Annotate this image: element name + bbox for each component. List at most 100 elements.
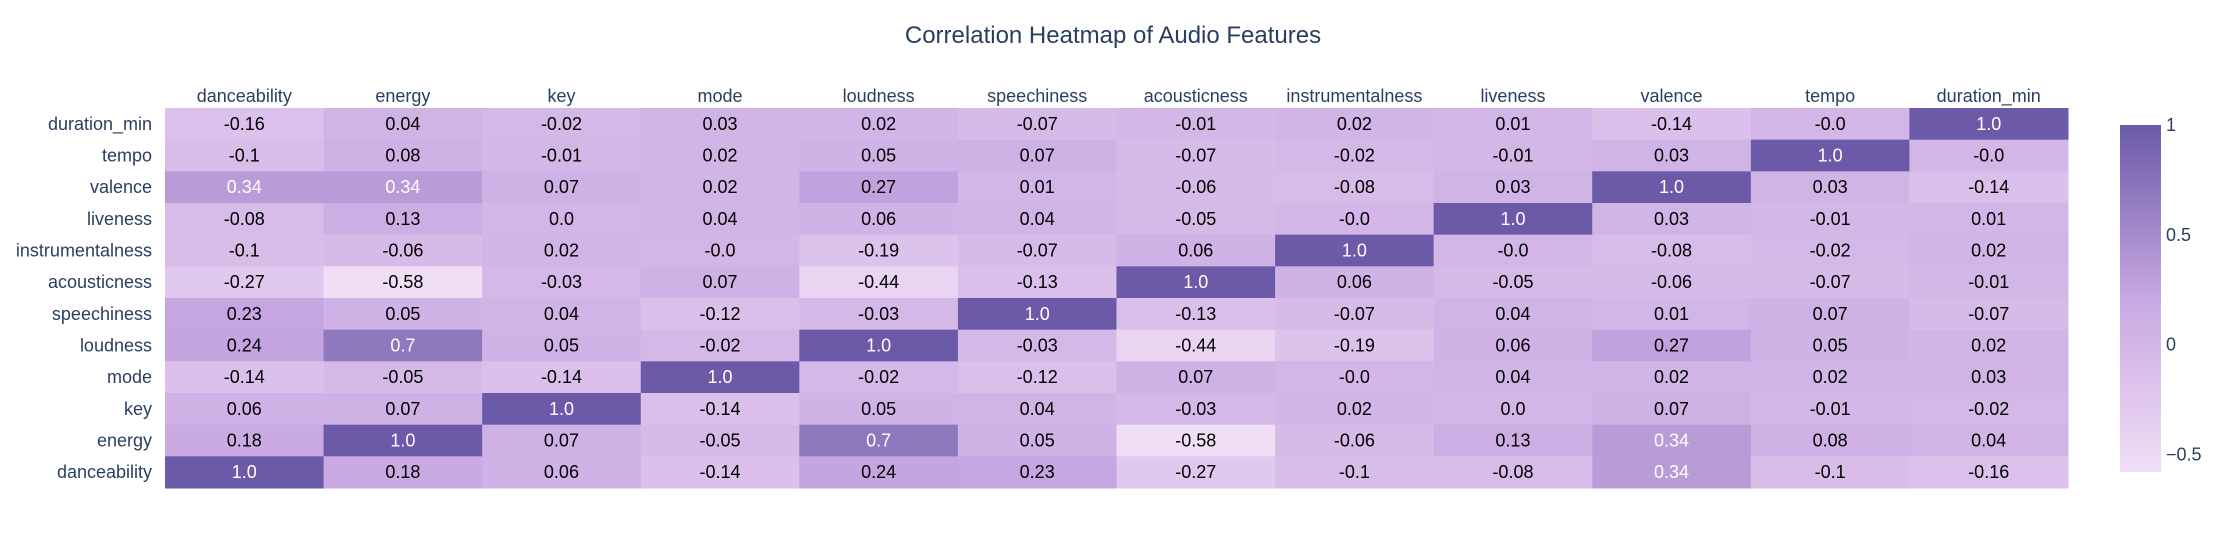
heatmap-cell bbox=[323, 424, 483, 457]
cell-value-label: -0.1 bbox=[1815, 462, 1846, 482]
heatmap-cell bbox=[799, 234, 959, 267]
cell-value-label: -0.13 bbox=[1175, 304, 1216, 324]
colorbar-tick-label: 0.5 bbox=[2166, 225, 2191, 245]
cell-value-label: 1.0 bbox=[549, 399, 574, 419]
cell-value-label: -0.0 bbox=[1339, 367, 1370, 387]
heatmap-cells: -0.16 0.04 -0.02 0.03 0.02 -0.07 -0.01 0.02 0.01… bbox=[165, 108, 2069, 489]
cell-value-label: -0.14 bbox=[700, 399, 741, 419]
cell-value-label: 0.02 bbox=[1337, 114, 1372, 134]
heatmap-cell bbox=[640, 234, 800, 267]
heatmap-cell bbox=[1750, 234, 1910, 267]
heatmap-cell bbox=[482, 139, 642, 172]
heatmap-cell bbox=[1592, 456, 1752, 489]
cell-value-label: -0.16 bbox=[224, 114, 265, 134]
heatmap-cell bbox=[1909, 424, 2069, 457]
cell-value-label: 0.05 bbox=[385, 304, 420, 324]
cell-value-label: 0.23 bbox=[1020, 462, 1055, 482]
cell-value-label: -0.05 bbox=[1492, 272, 1533, 292]
heatmap-cell bbox=[165, 361, 325, 394]
heatmap-cell bbox=[640, 266, 800, 299]
cell-value-label: 1.0 bbox=[1025, 304, 1050, 324]
colorbar: 1 0.5 0 −0.5 bbox=[2120, 115, 2202, 472]
cell-value-label: 0.06 bbox=[544, 462, 579, 482]
cell-value-label: 0.07 bbox=[1813, 304, 1848, 324]
colorbar-ticks: 1 0.5 0 −0.5 bbox=[2166, 115, 2202, 464]
cell-value-label: 0.05 bbox=[861, 146, 896, 166]
cell-value-label: -0.08 bbox=[1651, 241, 1692, 261]
heatmap-cell bbox=[1909, 456, 2069, 489]
cell-value-label: 0.02 bbox=[1337, 399, 1372, 419]
cell-value-label: -0.05 bbox=[1175, 209, 1216, 229]
cell-value-label: -0.58 bbox=[382, 272, 423, 292]
cell-value-label: -0.14 bbox=[1651, 114, 1692, 134]
heatmap-cell bbox=[957, 171, 1117, 204]
heatmap-cell bbox=[640, 329, 800, 362]
cell-value-label: 0.27 bbox=[861, 177, 896, 197]
heatmap-cell bbox=[640, 361, 800, 394]
heatmap-cell bbox=[640, 393, 800, 426]
cell-value-label: -0.1 bbox=[1339, 462, 1370, 482]
heatmap-cell bbox=[482, 108, 642, 141]
x-tick-label: danceability bbox=[197, 86, 292, 106]
cell-value-label: 0.23 bbox=[227, 304, 262, 324]
cell-value-label: 0.06 bbox=[1337, 272, 1372, 292]
cell-value-label: -0.14 bbox=[1968, 177, 2009, 197]
cell-value-label: -0.16 bbox=[1968, 462, 2009, 482]
heatmap-cell bbox=[957, 266, 1117, 299]
heatmap-cell bbox=[1116, 266, 1276, 299]
y-tick-label: tempo bbox=[102, 146, 152, 166]
cell-value-label: -0.08 bbox=[1492, 462, 1533, 482]
cell-value-label: 0.03 bbox=[1971, 367, 2006, 387]
y-tick-label: loudness bbox=[80, 336, 152, 356]
cell-value-label: 0.27 bbox=[1654, 336, 1689, 356]
cell-value-label: 0.03 bbox=[703, 114, 738, 134]
cell-value-label: 1.0 bbox=[866, 336, 891, 356]
cell-value-label: -0.1 bbox=[229, 241, 260, 261]
x-tick-label: valence bbox=[1641, 86, 1703, 106]
heatmap-cell bbox=[799, 393, 959, 426]
cell-value-label: 0.01 bbox=[1654, 304, 1689, 324]
heatmap-cell bbox=[799, 361, 959, 394]
cell-value-label: -0.07 bbox=[1175, 146, 1216, 166]
heatmap-cell bbox=[1275, 171, 1435, 204]
cell-value-label: 0.04 bbox=[1495, 304, 1530, 324]
cell-value-label: -0.44 bbox=[1175, 336, 1216, 356]
heatmap-cell bbox=[1592, 139, 1752, 172]
heatmap-cell bbox=[482, 456, 642, 489]
cell-value-label: 0.04 bbox=[1495, 367, 1530, 387]
heatmap-cell bbox=[1750, 171, 1910, 204]
heatmap-cell bbox=[640, 139, 800, 172]
cell-value-label: 0.06 bbox=[861, 209, 896, 229]
cell-value-label: -0.02 bbox=[700, 336, 741, 356]
cell-value-label: 0.07 bbox=[1020, 146, 1055, 166]
heatmap-cell bbox=[1750, 203, 1910, 236]
heatmap-cell bbox=[323, 203, 483, 236]
cell-value-label: 0.04 bbox=[1971, 431, 2006, 451]
cell-value-label: -0.12 bbox=[1017, 367, 1058, 387]
cell-value-label: 0.07 bbox=[1178, 367, 1213, 387]
cell-value-label: 0.05 bbox=[544, 336, 579, 356]
cell-value-label: -0.13 bbox=[1017, 272, 1058, 292]
heatmap-cell bbox=[957, 139, 1117, 172]
x-tick-label: energy bbox=[375, 86, 430, 106]
heatmap-cell bbox=[1909, 393, 2069, 426]
cell-value-label: 0.18 bbox=[385, 462, 420, 482]
cell-value-label: 1.0 bbox=[708, 367, 733, 387]
heatmap-cell bbox=[1592, 108, 1752, 141]
x-axis-ticks: danceability energy key mode loudness speechi… bbox=[197, 86, 2041, 107]
heatmap-cell bbox=[799, 108, 959, 141]
heatmap-cell bbox=[1433, 424, 1593, 457]
cell-value-label: -0.14 bbox=[541, 367, 582, 387]
heatmap-cell bbox=[165, 329, 325, 362]
heatmap-cell bbox=[1750, 266, 1910, 299]
heatmap-cell bbox=[165, 203, 325, 236]
cell-value-label: -0.08 bbox=[224, 209, 265, 229]
cell-value-label: 0.34 bbox=[385, 177, 420, 197]
heatmap-cell bbox=[640, 424, 800, 457]
heatmap-cell bbox=[323, 234, 483, 267]
cell-value-label: 0.01 bbox=[1020, 177, 1055, 197]
colorbar-tick-label: −0.5 bbox=[2166, 444, 2202, 464]
heatmap-cell bbox=[323, 171, 483, 204]
heatmap-cell bbox=[165, 424, 325, 457]
cell-value-label: 0.07 bbox=[703, 272, 738, 292]
